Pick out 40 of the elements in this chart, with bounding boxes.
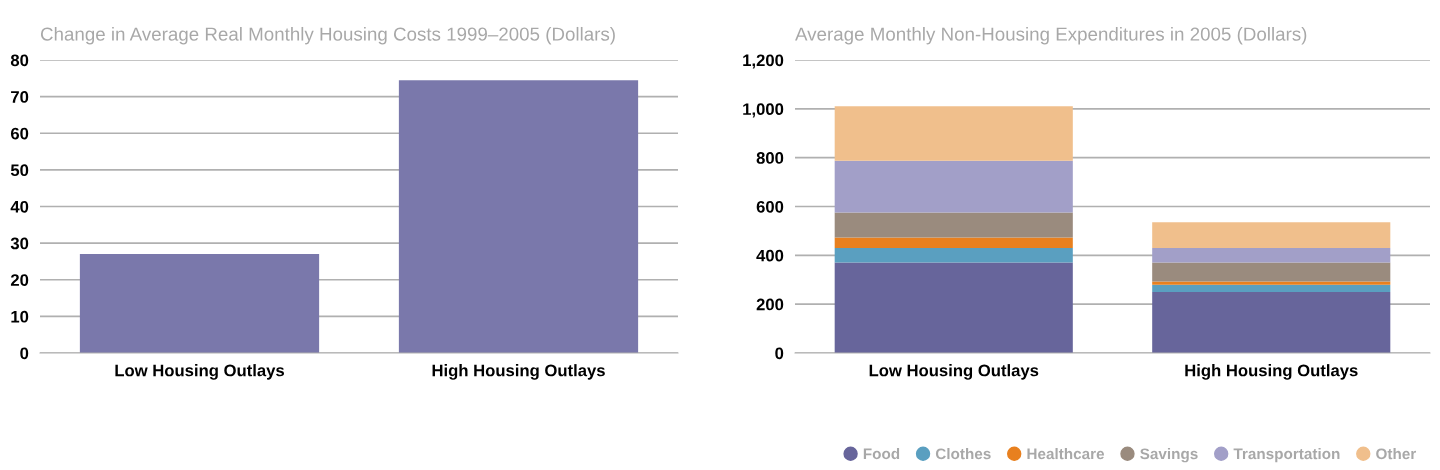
y-tick-label: 60 [10, 127, 29, 140]
y-tick-label: 600 [756, 200, 784, 213]
y-tick-label: 0 [20, 347, 29, 360]
y-tick-label: 1,000 [743, 103, 784, 118]
bar [834, 248, 1073, 263]
bar [1152, 262, 1391, 282]
legend-label: Healthcare [1027, 448, 1105, 460]
y-tick-label: 40 [10, 200, 29, 213]
x-tick-label: Low Housing Outlays [869, 364, 1039, 380]
bar [1152, 291, 1391, 353]
y-tick-label: 30 [10, 237, 29, 250]
y-tick-label: 50 [10, 164, 29, 177]
x-tick-label: Low Housing Outlays [115, 364, 285, 380]
bar [834, 160, 1073, 213]
y-tick-label: 20 [10, 274, 29, 286]
bar [1152, 248, 1391, 263]
y-tick-label: 80 [10, 54, 29, 67]
legend-label: Clothes [935, 448, 991, 460]
chart-title: Average Monthly Non-Housing Expenditures in 2005 (Dollars) [795, 26, 1307, 45]
bar [834, 237, 1073, 249]
bar [834, 212, 1073, 238]
bar [1152, 281, 1391, 285]
bar [834, 106, 1073, 161]
legend-label: Other [1376, 448, 1417, 460]
y-tick-label: 0 [775, 347, 784, 360]
legend-label: Transportation [1233, 448, 1340, 463]
y-tick-label: 400 [756, 249, 784, 262]
y-tick-label: 10 [11, 310, 29, 323]
legend-label: Savings [1140, 448, 1198, 463]
y-tick-label: 70 [11, 91, 29, 103]
legend-label: Food [863, 448, 900, 460]
chart-title: Change in Average Real Monthly Housing Costs 1999–2005 (Dollars) [40, 26, 615, 45]
y-tick-label: 800 [756, 152, 784, 164]
bar [1152, 284, 1391, 292]
y-tick-label: 1,200 [743, 54, 784, 69]
x-tick-label: High Housing Outlays [432, 364, 605, 380]
bar [1152, 222, 1391, 249]
bar [834, 262, 1073, 353]
x-tick-label: High Housing Outlays [1185, 364, 1358, 380]
y-tick-label: 200 [756, 298, 784, 311]
